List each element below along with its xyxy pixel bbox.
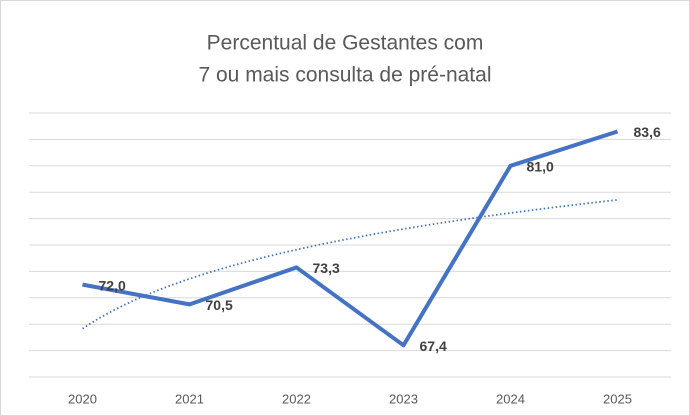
data-label: 81,0 (527, 159, 554, 175)
line (82, 129, 619, 348)
x-tick-label: 2022 (282, 391, 311, 406)
data-label: 83,6 (634, 124, 661, 140)
data-label: 73,3 (313, 260, 340, 276)
chart-title: Percentual de Gestantes com (207, 32, 484, 55)
x-tick-label: 2020 (68, 391, 97, 406)
x-tick-label: 2023 (389, 391, 418, 406)
data-label: 72,0 (99, 277, 126, 293)
x-tick-label: 2025 (603, 391, 632, 406)
x-tick-label: 2021 (175, 391, 204, 406)
data-label: 70,5 (206, 297, 233, 313)
x-tick-label: 2024 (496, 391, 525, 406)
chart-title: 7 ou mais consulta de pré-natal (198, 64, 491, 87)
trendline (82, 198, 618, 330)
data-label: 67,4 (420, 338, 447, 354)
